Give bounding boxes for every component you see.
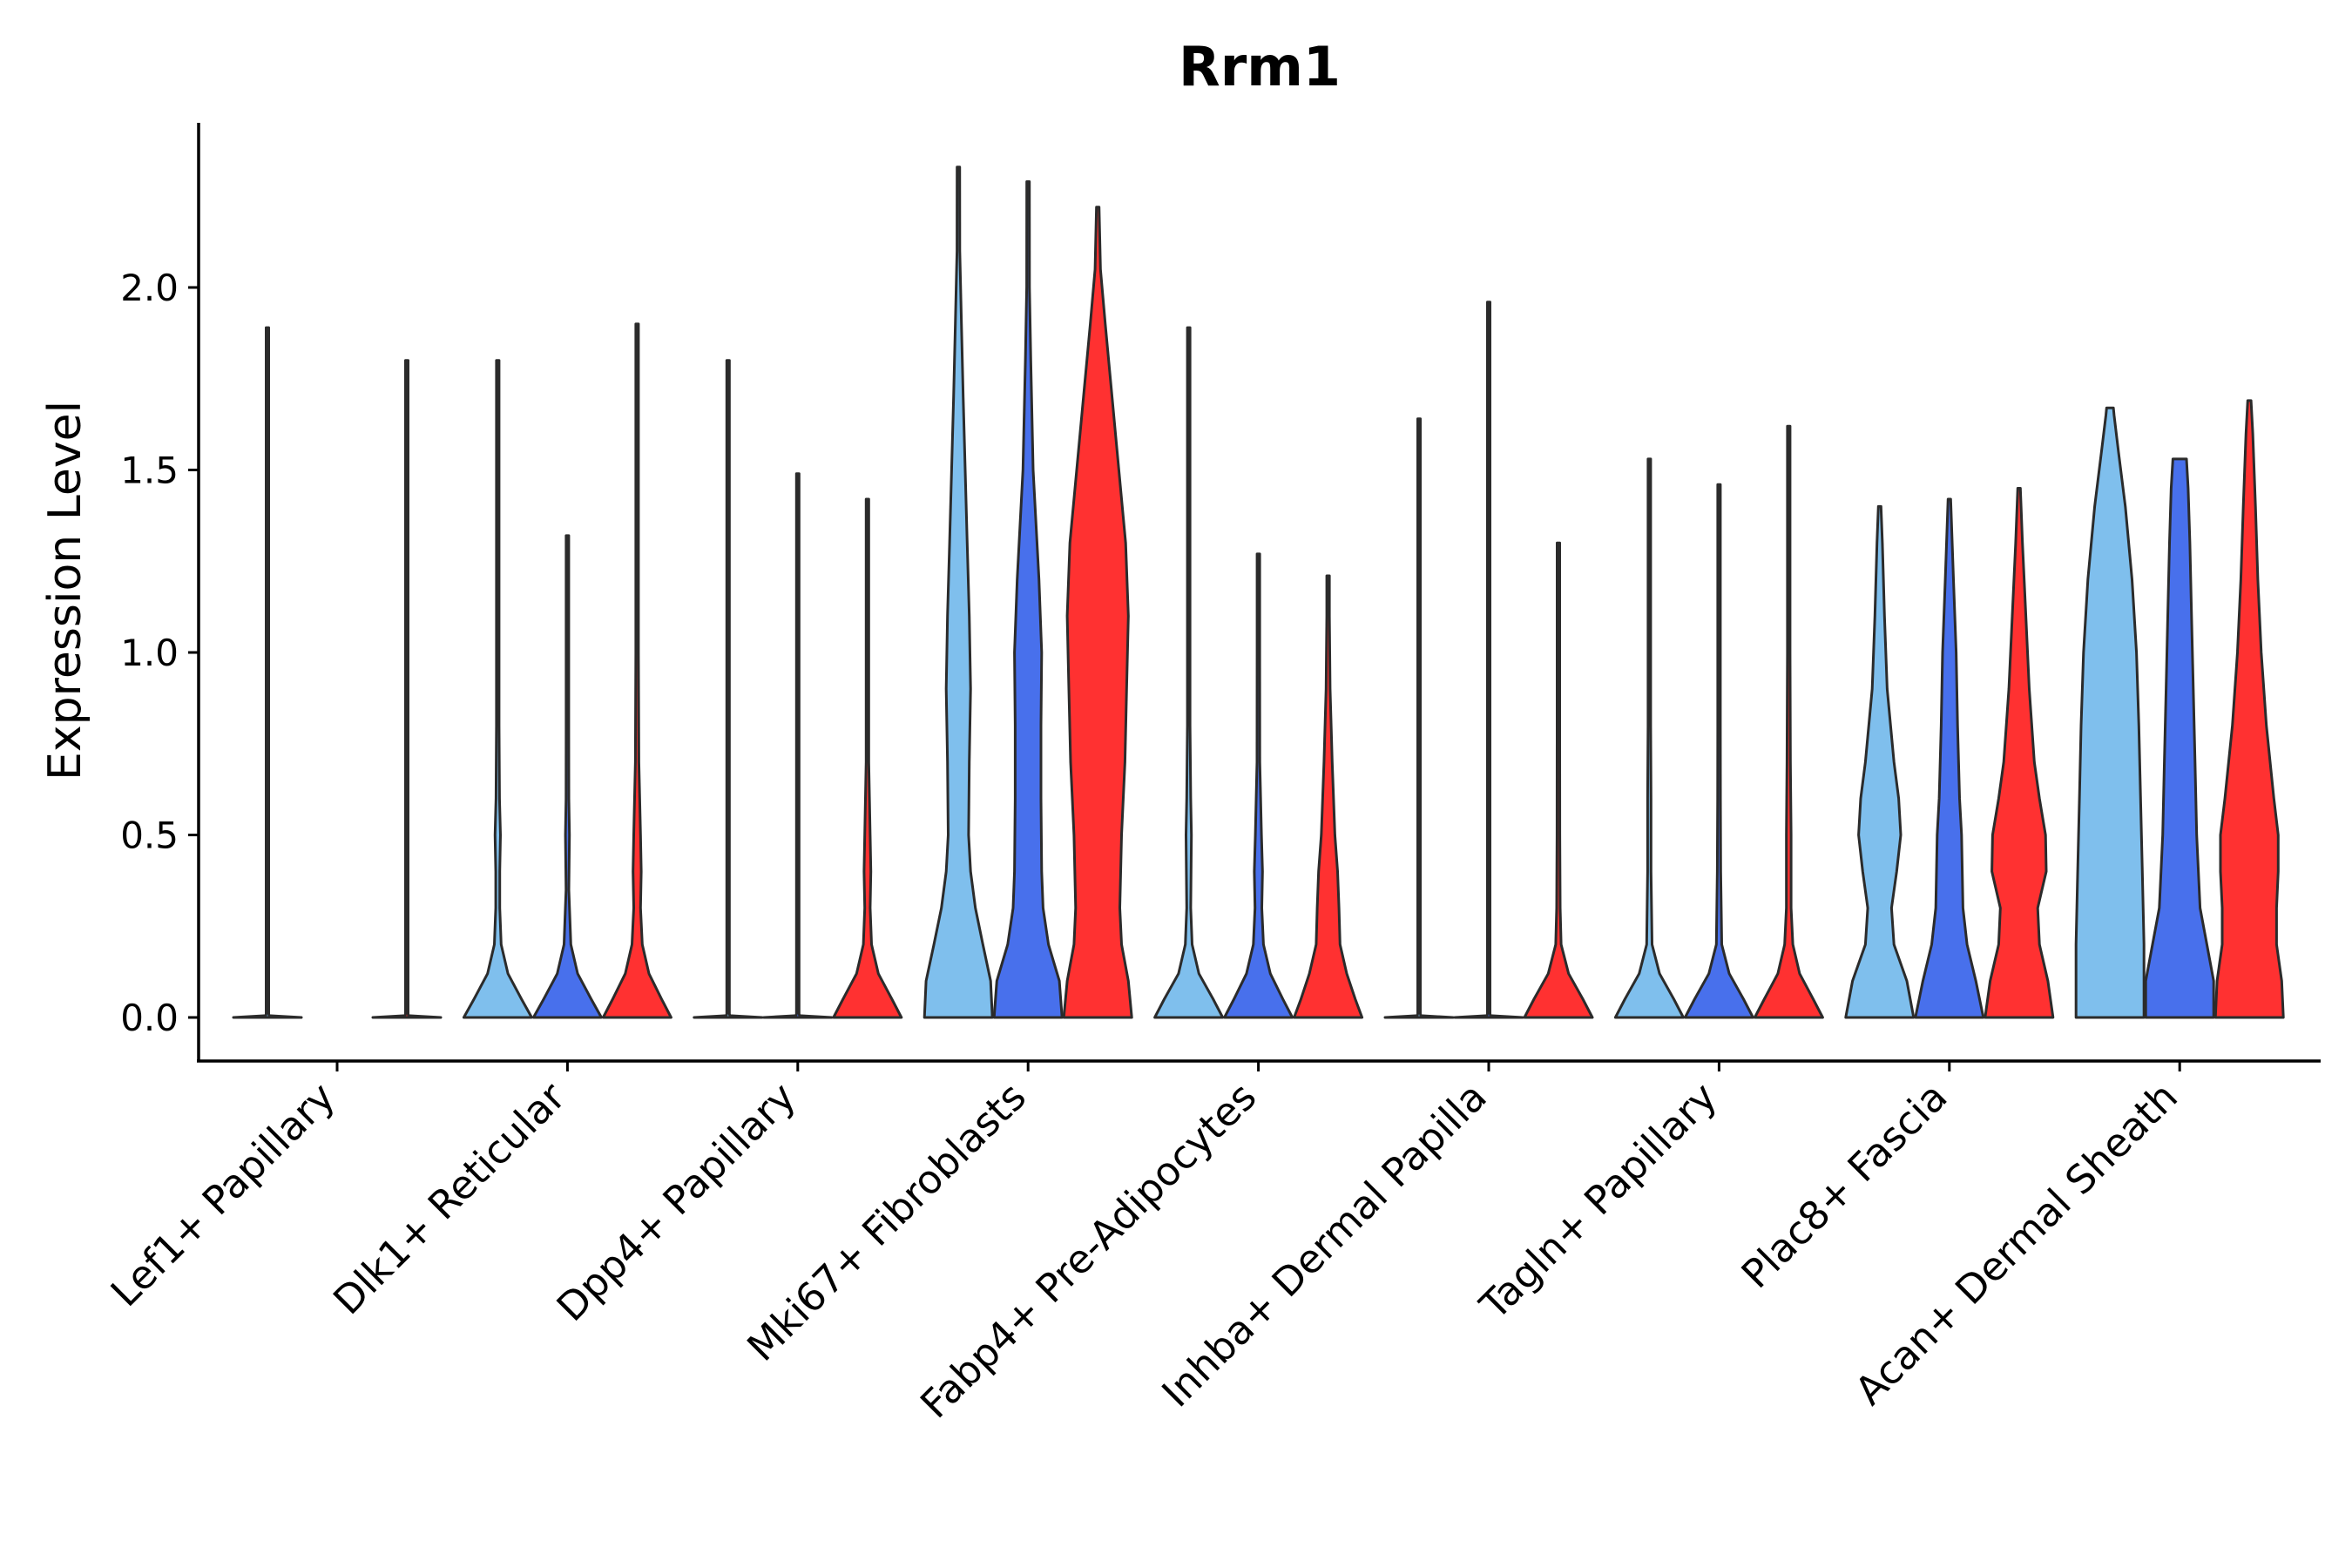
violin-3-1: [693, 359, 764, 1019]
y-tick-label: 2.0: [120, 267, 179, 309]
violin-8-1: [1844, 504, 1916, 1019]
violin-9-1: [2074, 406, 2146, 1019]
violin-5-1: [1153, 326, 1225, 1019]
violin-7-2: [1683, 483, 1754, 1019]
violin-1-1: [232, 326, 303, 1019]
y-tick-label: 0.5: [120, 814, 179, 857]
violin-4-1: [923, 166, 994, 1019]
chart-title: Rrm1: [1179, 35, 1341, 98]
y-tick-label: 1.5: [120, 449, 179, 492]
violin-9-3: [2213, 399, 2285, 1019]
violin-8-2: [1914, 497, 1985, 1019]
violin-8-3: [1984, 487, 2055, 1019]
violin-6-1: [1383, 417, 1455, 1019]
y-axis-label: Expression Level: [39, 401, 91, 781]
y-tick-label: 0.0: [120, 997, 179, 1039]
violin-3-3: [832, 497, 903, 1019]
y-axis-ticks: 0.0 0.5 1.0 1.5 2.0: [120, 267, 199, 1039]
violin-4-2: [992, 180, 1064, 1019]
x-tick-label: Dlk1+ Reticular: [324, 1073, 574, 1323]
violin-2-3: [601, 322, 672, 1019]
violin-4-3: [1062, 206, 1133, 1019]
x-tick-label: Dpp4+ Papillary: [548, 1073, 805, 1330]
violins-layer: [232, 166, 2285, 1019]
violin-2-1: [462, 359, 533, 1019]
violin-1-3: [371, 359, 443, 1019]
violin-7-1: [1613, 457, 1685, 1019]
violin-7-3: [1753, 424, 1824, 1019]
violin-3-2: [762, 472, 834, 1019]
violin-9-2: [2144, 457, 2215, 1019]
x-tick-label: Lef1+ Papillary: [102, 1073, 344, 1315]
violin-5-2: [1223, 552, 1294, 1019]
y-tick-label: 1.0: [120, 632, 179, 674]
violin-6-2: [1453, 301, 1524, 1019]
x-tick-label: Tagln+ Papillary: [1470, 1073, 1726, 1328]
violin-2-2: [531, 534, 603, 1019]
x-tick-label: Plac8+ Fascia: [1733, 1073, 1957, 1297]
violin-5-3: [1293, 574, 1364, 1019]
violin-6-3: [1523, 541, 1594, 1019]
